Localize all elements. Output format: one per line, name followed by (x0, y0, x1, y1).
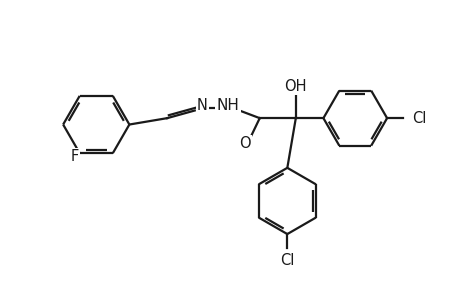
Text: Cl: Cl (411, 111, 425, 126)
Text: F: F (70, 149, 78, 164)
Text: O: O (239, 136, 250, 151)
Text: NH: NH (216, 98, 239, 113)
Text: Cl: Cl (280, 253, 294, 268)
Text: OH: OH (284, 79, 307, 94)
Text: N: N (196, 98, 207, 113)
